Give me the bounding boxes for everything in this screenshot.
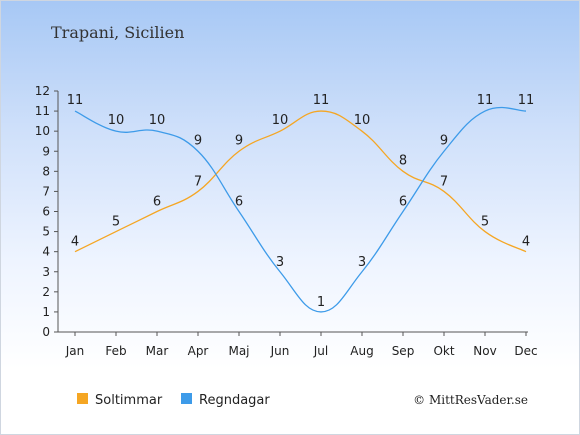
data-label-regndagar: 6 [399,195,407,210]
x-tick-label: Dec [514,344,537,358]
y-tick-label: 3 [42,265,50,279]
y-tick-label: 7 [42,184,50,198]
y-tick-label: 12 [35,84,50,98]
legend-label-regndagar: Regndagar [199,393,270,408]
legend: Soltimmar Regndagar [77,393,270,408]
data-label-soltimmar: 5 [112,215,120,230]
series-line-regndagar [74,106,527,313]
data-label-soltimmar: 7 [440,174,448,189]
legend-label-soltimmar: Soltimmar [95,393,163,408]
y-tick-label: 0 [42,325,50,339]
x-tick-label: Jun [270,344,290,358]
data-label-regndagar: 9 [194,133,202,148]
data-label-regndagar: 6 [235,195,243,210]
data-label-regndagar: 11 [518,93,535,108]
y-tick-label: 2 [42,285,50,299]
y-tick-label: 4 [42,245,50,259]
y-tick-label: 9 [42,144,50,158]
data-label-regndagar: 3 [276,255,284,270]
y-tick-label: 5 [42,225,50,239]
data-label-soltimmar: 6 [153,195,161,210]
data-label-soltimmar: 8 [399,153,407,168]
y-tick-label: 10 [35,124,50,138]
series-lines [74,106,527,313]
x-tick-label: Jan [65,344,85,358]
data-label-soltimmar: 4 [71,235,79,250]
data-label-regndagar: 10 [108,113,125,128]
data-label-regndagar: 10 [149,113,166,128]
x-tick-label: Maj [228,344,249,358]
data-label-soltimmar: 10 [354,113,371,128]
x-tick-label: Mar [146,344,169,358]
data-label-regndagar: 9 [440,133,448,148]
x-tick-label: Apr [188,344,209,358]
series-line-soltimmar [74,110,527,253]
y-tick-label: 8 [42,164,50,178]
data-label-soltimmar: 4 [522,235,530,250]
data-label-regndagar: 1 [317,295,325,310]
x-tick-label: Feb [105,344,126,358]
chart-title: Trapani, Sicilien [51,23,184,42]
x-tick-label: Okt [433,344,454,358]
credit-text: © MittResVader.se [413,393,528,407]
data-label-soltimmar: 7 [194,174,202,189]
x-tick-label: Nov [473,344,496,358]
data-label-soltimmar: 10 [272,113,289,128]
x-tick-label: Sep [392,344,415,358]
y-tick-label: 1 [42,305,50,319]
data-label-regndagar: 11 [477,93,494,108]
data-label-soltimmar: 9 [235,133,243,148]
data-labels: 4 5 6 7 9 10 11 10 8 7 5 4 11 10 10 9 6 3 1 3 6 9 11 11 [67,93,535,310]
data-label-regndagar: 3 [358,255,366,270]
data-label-soltimmar: 11 [313,93,330,108]
x-tick-label: Jul [313,344,328,358]
legend-swatch-regndagar [181,393,192,404]
y-tick-label: 11 [35,104,50,118]
x-tick-label: Aug [350,344,373,358]
data-label-soltimmar: 5 [481,215,489,230]
data-label-regndagar: 11 [67,93,84,108]
legend-swatch-soltimmar [77,393,88,404]
y-tick-label: 6 [42,205,50,219]
